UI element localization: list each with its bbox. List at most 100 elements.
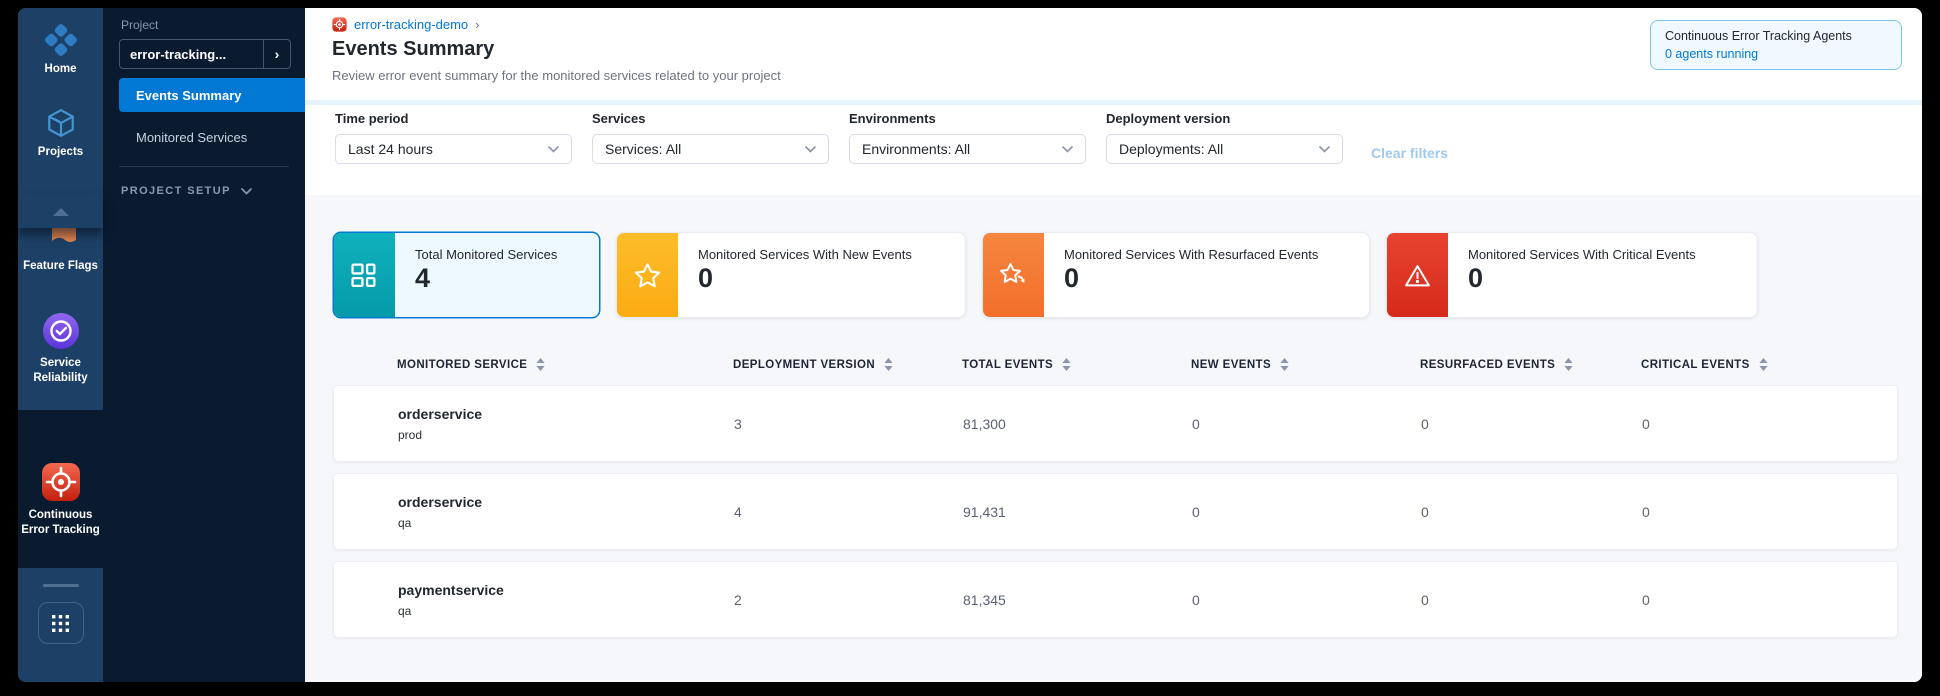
sort-icon[interactable]: [1564, 358, 1573, 371]
column-header-resurfaced-events[interactable]: RESURFACED EVENTS: [1420, 358, 1641, 371]
card-value: 4: [415, 263, 431, 293]
sidebar-divider: [119, 166, 289, 167]
nav-feature-flags[interactable]: Feature Flags: [18, 228, 103, 282]
chevron-down-icon: [241, 187, 252, 195]
total-events-cell: 81,300: [963, 415, 1006, 432]
sidebar-divider-dash: [42, 584, 79, 587]
module-grid-button[interactable]: [37, 602, 84, 644]
chevron-right-icon[interactable]: ›: [263, 40, 290, 68]
critical-events-cell: 0: [1642, 415, 1650, 432]
harness-logo-icon: [44, 24, 77, 56]
nav-continuous-error-tracking-label: Continuous Error Tracking: [21, 509, 100, 536]
reliability-check-icon: [42, 312, 79, 349]
card-label: Monitored Services With New Events: [698, 247, 912, 262]
nav-projects[interactable]: Projects: [18, 99, 103, 168]
card-color-block: [617, 233, 678, 317]
nav-service-reliability[interactable]: Service Reliability: [18, 312, 103, 394]
deployments-select[interactable]: Deployments: All: [1106, 134, 1343, 164]
sidebar-item-monitored-services-label: Monitored Services: [136, 129, 248, 145]
environments-select[interactable]: Environments: All: [849, 134, 1086, 164]
filter-deployment-version: Deployment version Deployments: All: [1106, 111, 1343, 164]
app-window: Home Projects Feature Flags: [18, 8, 1922, 682]
column-header-monitored-service[interactable]: MONITORED SERVICE: [397, 358, 733, 371]
breadcrumb-chevron-icon: ›: [475, 17, 480, 32]
page-body: Total Monitored Services 4 Monitored Ser…: [305, 195, 1922, 682]
cube-icon: [47, 109, 74, 137]
sidebar-item-events-summary[interactable]: Events Summary: [119, 78, 305, 112]
sort-icon[interactable]: [884, 358, 893, 371]
card-value: 0: [1064, 263, 1080, 293]
critical-events-cell: 0: [1642, 591, 1650, 608]
card-total-monitored-services[interactable]: Total Monitored Services 4: [333, 232, 600, 318]
service-environment: qa: [398, 603, 412, 618]
flag-icon: [51, 228, 76, 253]
clear-filters-button[interactable]: Clear filters: [1371, 145, 1449, 161]
service-name: paymentservice: [398, 581, 504, 598]
nav-projects-label: Projects: [37, 145, 84, 158]
sort-icon[interactable]: [1280, 358, 1289, 371]
breadcrumb-project-link[interactable]: error-tracking-demo: [354, 17, 469, 32]
project-selector[interactable]: error-tracking... ›: [119, 39, 291, 69]
new-events-cell: 0: [1192, 591, 1200, 608]
column-header-critical-events[interactable]: CRITICAL EVENTS: [1641, 358, 1898, 371]
time-period-select[interactable]: Last 24 hours: [335, 134, 572, 164]
chevron-down-icon: [805, 145, 816, 153]
grid-icon: [52, 614, 69, 632]
card-label: Total Monitored Services: [415, 247, 558, 262]
sort-icon[interactable]: [1759, 358, 1768, 371]
card-label: Monitored Services With Resurfaced Event…: [1064, 247, 1319, 262]
table-row[interactable]: paymentservice qa 2 81,345 0 0 0: [333, 561, 1898, 638]
services-value: Services: All: [605, 141, 682, 157]
column-header-deployment-version[interactable]: DEPLOYMENT VERSION: [733, 358, 962, 371]
table-row[interactable]: orderservice prod 3 81,300 0 0 0: [333, 385, 1898, 462]
resurfaced-events-cell: 0: [1421, 503, 1429, 520]
nav-home[interactable]: Home: [18, 16, 103, 85]
page-subtitle: Review error event summary for the monit…: [332, 68, 781, 83]
agents-panel-title: Continuous Error Tracking Agents: [1665, 29, 1852, 43]
warning-triangle-icon: [1404, 264, 1430, 286]
page-header: error-tracking-demo › Events Summary Rev…: [305, 8, 1922, 100]
filter-services: Services Services: All: [592, 111, 829, 164]
deployment-version-cell: 4: [734, 503, 742, 520]
time-period-value: Last 24 hours: [348, 141, 433, 157]
sort-icon[interactable]: [1062, 358, 1071, 371]
project-setup-toggle[interactable]: PROJECT SETUP: [121, 185, 305, 197]
services-select[interactable]: Services: All: [592, 134, 829, 164]
main-content: error-tracking-demo › Events Summary Rev…: [305, 8, 1922, 682]
project-sidebar: Project error-tracking... › Events Summa…: [103, 8, 305, 682]
column-header-new-events[interactable]: NEW EVENTS: [1191, 358, 1420, 371]
service-environment: qa: [398, 515, 412, 530]
filter-environments-label: Environments: [849, 111, 936, 126]
breadcrumb: error-tracking-demo ›: [332, 17, 1922, 32]
table-row[interactable]: orderservice qa 4 91,431 0 0 0: [333, 473, 1898, 550]
card-critical-events[interactable]: Monitored Services With Critical Events …: [1386, 232, 1758, 318]
header-divider-band: [305, 100, 1922, 105]
nav-continuous-error-tracking[interactable]: Continuous Error Tracking: [18, 454, 103, 546]
star-refresh-icon: [1000, 263, 1025, 283]
nav-service-reliability-label: Service Reliability: [33, 356, 88, 384]
card-value: 0: [1468, 263, 1484, 293]
card-label: Monitored Services With Critical Events: [1468, 247, 1696, 262]
agents-running-link[interactable]: 0 agents running: [1665, 47, 1759, 61]
primary-sidebar-top-section: Home Projects: [18, 8, 103, 195]
sort-icon[interactable]: [536, 358, 545, 371]
project-section-label: Project: [121, 18, 159, 32]
column-header-total-events[interactable]: TOTAL EVENTS: [962, 358, 1191, 371]
service-name: orderservice: [398, 493, 483, 510]
filters-bar: Time period Last 24 hours Services Servi…: [305, 105, 1922, 195]
error-tracking-target-icon: [332, 17, 347, 32]
primary-sidebar: Home Projects Feature Flags: [18, 8, 103, 682]
filter-time-period-label: Time period: [335, 111, 409, 126]
deployment-version-cell: 2: [734, 591, 742, 608]
nav-feature-flags-label: Feature Flags: [23, 260, 98, 272]
chevron-up-icon: [52, 207, 69, 216]
deployment-version-cell: 3: [734, 415, 742, 432]
nav-scroll-up[interactable]: [18, 195, 103, 228]
project-selector-value: error-tracking...: [130, 46, 227, 62]
card-new-events[interactable]: Monitored Services With New Events 0: [616, 232, 966, 318]
sidebar-item-monitored-services[interactable]: Monitored Services: [119, 120, 305, 154]
primary-sidebar-active-module-section: Continuous Error Tracking: [18, 410, 103, 568]
service-environment: prod: [398, 427, 423, 442]
card-resurfaced-events[interactable]: Monitored Services With Resurfaced Event…: [982, 232, 1370, 318]
agents-status-panel[interactable]: Continuous Error Tracking Agents 0 agent…: [1650, 20, 1902, 70]
